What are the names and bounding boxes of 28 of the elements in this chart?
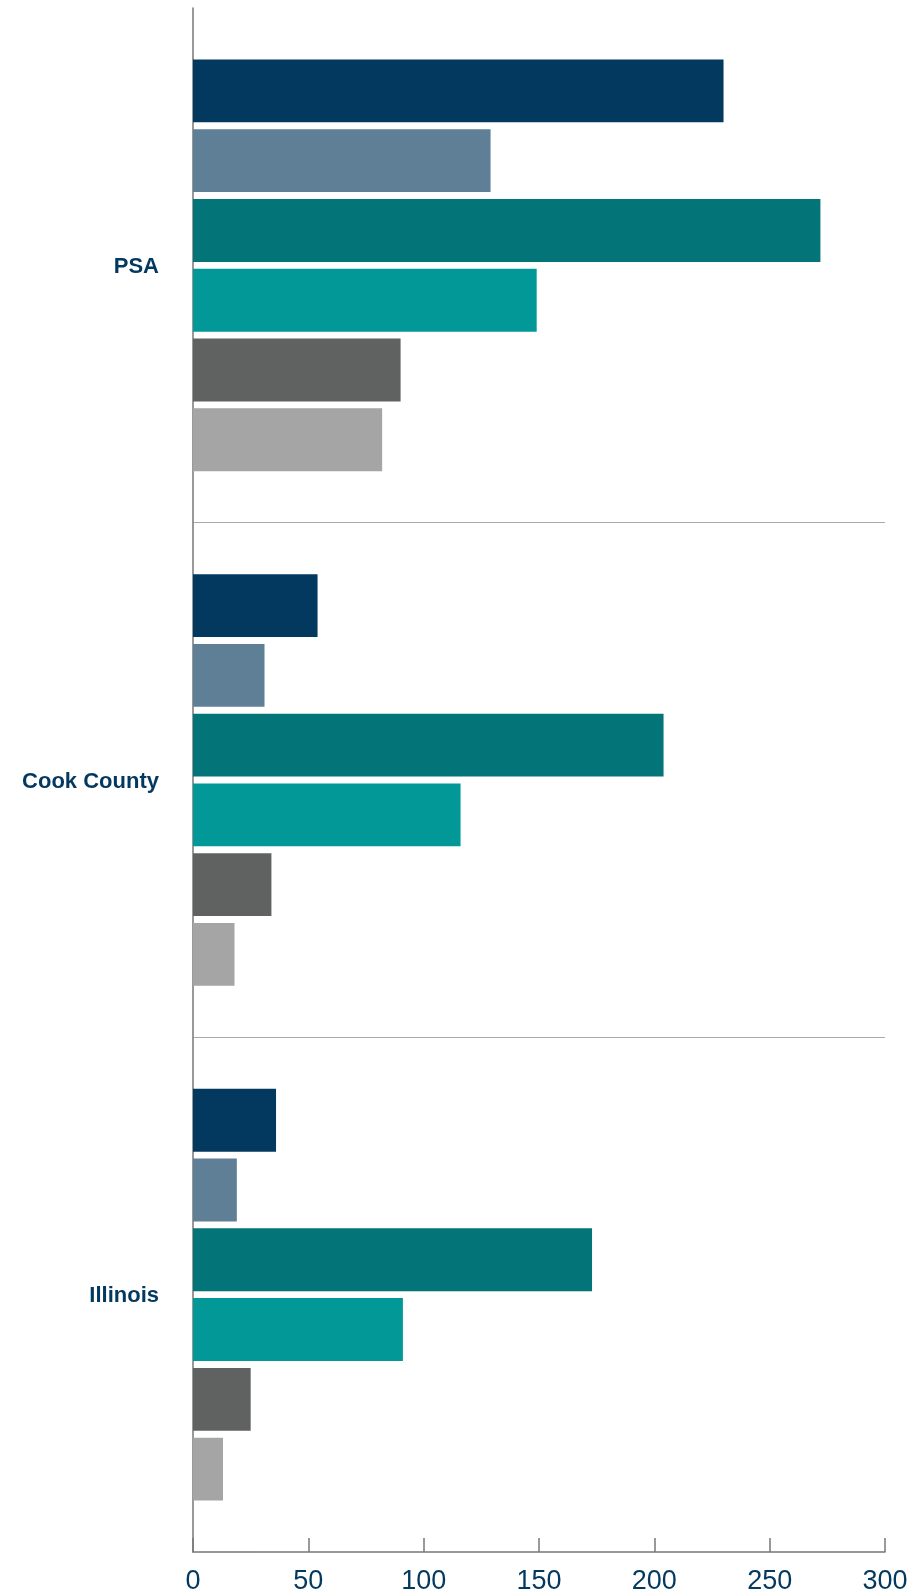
y-tick-label: Illinois (89, 1282, 159, 1308)
y-tick-label: Cook County (22, 767, 160, 793)
bar (193, 574, 318, 637)
bar (193, 1437, 223, 1501)
bar (193, 338, 401, 402)
x-tick-label: 200 (631, 1564, 677, 1595)
bar (193, 1228, 593, 1292)
bar (193, 199, 821, 262)
bar (193, 713, 664, 777)
y-tick-label: PSA (113, 252, 160, 278)
x-tick-label: 50 (293, 1564, 324, 1595)
bar (193, 853, 272, 917)
x-tick-label: 300 (862, 1564, 908, 1595)
bar (193, 923, 235, 986)
bar (193, 1088, 277, 1152)
bar (193, 1298, 403, 1361)
x-tick-label: 0 (185, 1564, 201, 1595)
bar (193, 268, 537, 332)
bar (193, 1367, 251, 1431)
x-tick-label: 100 (401, 1564, 447, 1595)
bar (193, 129, 491, 193)
x-tick-label: 250 (747, 1564, 793, 1595)
bar (193, 408, 383, 472)
bar (193, 783, 461, 847)
x-tick-label: 150 (516, 1564, 562, 1595)
bar (193, 643, 265, 707)
bar (193, 1158, 237, 1222)
bar (193, 59, 724, 123)
